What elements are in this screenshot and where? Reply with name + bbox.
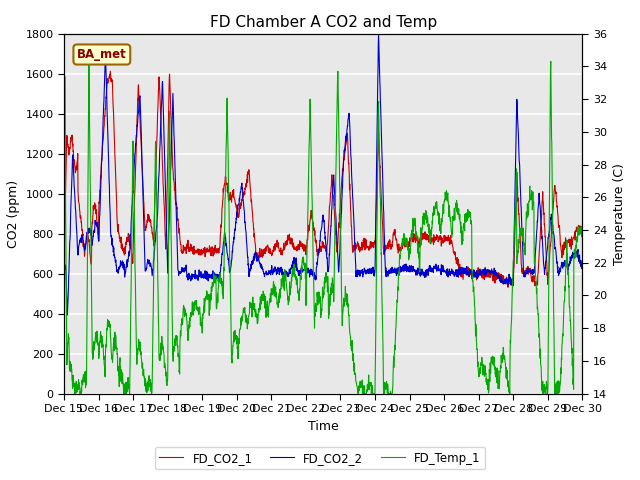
FD_CO2_1: [468, 272, 476, 278]
FD_CO2_2: [579, 263, 586, 268]
FD_CO2_1: [504, 284, 512, 290]
FD_CO2_1: [312, 242, 320, 248]
FD_Temp_1: [579, 235, 586, 240]
FD_CO2_1: [564, 240, 572, 245]
FD_Temp_1: [60, 361, 68, 367]
FD_Temp_1: [299, 255, 307, 261]
FD_CO2_2: [375, 31, 383, 36]
FD_Temp_1: [87, 216, 95, 221]
FD_Temp_1: [468, 278, 476, 284]
FD_CO2_1: [299, 241, 307, 247]
Title: FD Chamber A CO2 and Temp: FD Chamber A CO2 and Temp: [209, 15, 437, 30]
FD_CO2_2: [63, 312, 71, 318]
Line: FD_Temp_1: FD_Temp_1: [64, 61, 582, 394]
Line: FD_CO2_2: FD_CO2_2: [64, 34, 582, 315]
FD_CO2_2: [564, 268, 572, 274]
Text: BA_met: BA_met: [77, 48, 127, 61]
Legend: FD_CO2_1, FD_CO2_2, FD_Temp_1: FD_CO2_1, FD_CO2_2, FD_Temp_1: [155, 447, 485, 469]
FD_CO2_1: [107, 69, 115, 74]
FD_CO2_1: [60, 260, 68, 265]
FD_CO2_2: [564, 264, 572, 269]
FD_Temp_1: [71, 391, 79, 396]
FD_CO2_1: [86, 255, 94, 261]
FD_Temp_1: [564, 272, 572, 277]
FD_CO2_2: [469, 273, 477, 278]
FD_CO2_2: [299, 269, 307, 275]
Y-axis label: Temperature (C): Temperature (C): [612, 163, 626, 264]
FD_CO2_1: [564, 238, 572, 244]
FD_CO2_2: [60, 264, 68, 270]
X-axis label: Time: Time: [308, 420, 339, 432]
FD_Temp_1: [564, 260, 572, 265]
FD_CO2_2: [87, 227, 95, 233]
Line: FD_CO2_1: FD_CO2_1: [64, 72, 582, 287]
FD_CO2_2: [312, 264, 320, 270]
Y-axis label: CO2 (ppm): CO2 (ppm): [7, 180, 20, 248]
FD_Temp_1: [312, 309, 320, 314]
FD_Temp_1: [547, 59, 555, 64]
FD_CO2_1: [579, 232, 586, 238]
